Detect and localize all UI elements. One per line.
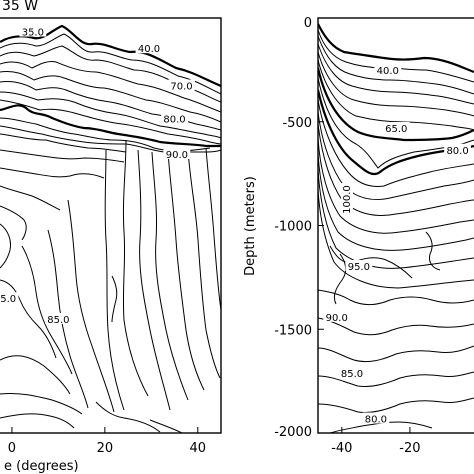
left-x-axis: 0 20 40 — [8, 427, 206, 456]
right-y-tick-label: 0 — [304, 16, 312, 31]
right-panel: 40.0 65.0 80.0 100.0 95.0 90.0 85.0 80.0 -40 -20… — [243, 16, 474, 456]
right-contour-lines — [318, 23, 474, 433]
right-contour-label-bg — [340, 183, 353, 217]
right-contour-label: 90.0 — [326, 313, 348, 324]
left-contour-label: 90.0 — [166, 150, 188, 161]
right-contour-label: 80.0 — [446, 146, 468, 157]
right-contour-label: 40.0 — [377, 66, 399, 77]
right-y-tick-label: -1000 — [274, 220, 312, 235]
left-x-tick-label: 20 — [97, 441, 114, 456]
right-contour-label-bg — [362, 412, 390, 424]
left-contour-label: 80.0 — [163, 115, 185, 126]
left-contour-label-bg — [44, 312, 72, 324]
right-contour-label-bg — [345, 260, 373, 271]
right-y-tick-label: -500 — [282, 116, 312, 131]
left-contour-label: 35.0 — [22, 28, 44, 39]
left-x-axis-label: e (degrees) — [4, 459, 79, 474]
right-contour-label-bg — [323, 310, 351, 322]
left-contour-label: 85.0 — [0, 294, 16, 305]
left-contour-lines — [0, 24, 221, 433]
right-x-axis: -40 -20 — [331, 427, 421, 456]
right-y-axis: 0 -500 -1000 -1500 -2000 — [274, 16, 324, 440]
right-contour-label-bg — [382, 122, 410, 134]
left-panel: 35 W — [0, 0, 222, 474]
left-contour-label: 85.0 — [47, 315, 69, 326]
right-contour-label: 85.0 — [341, 369, 363, 380]
left-x-tick-label: 0 — [8, 441, 16, 456]
right-contour-label: 80.0 — [365, 415, 387, 426]
left-contour-label-bg — [0, 292, 19, 304]
left-contour-label-bg — [19, 25, 47, 37]
left-contour-label: 40.0 — [138, 44, 160, 55]
right-contour-label-bg — [444, 143, 471, 155]
right-contour-label-bg — [338, 366, 366, 378]
left-contour-label-bg — [161, 112, 188, 124]
left-x-tick-label: 40 — [189, 441, 206, 456]
left-contour-label-bg — [135, 42, 163, 54]
right-x-tick-label: -20 — [399, 441, 420, 456]
left-contour-label-bg — [168, 79, 195, 91]
left-plot-frame — [0, 17, 222, 434]
left-panel-title: 35 W — [2, 0, 38, 14]
left-contour-label-layer: 35.0 40.0 70.0 80.0 90.0 85.0 85.0 — [0, 25, 195, 326]
right-contour-label: 65.0 — [385, 124, 407, 135]
left-contour-label: 70.0 — [170, 81, 192, 92]
right-y-tick-label: -1500 — [274, 323, 312, 338]
right-y-tick-label: -2000 — [274, 425, 312, 440]
right-contour-label: 100.0 — [342, 185, 353, 214]
right-x-tick-label: -40 — [331, 441, 352, 456]
right-contour-label-bg — [374, 63, 402, 75]
right-y-axis-label: Depth (meters) — [243, 176, 258, 276]
left-contour-label-bg — [163, 147, 191, 159]
right-contour-label-layer: 40.0 65.0 80.0 100.0 95.0 90.0 85.0 80.0 — [323, 63, 471, 426]
right-contour-label: 95.0 — [348, 262, 370, 273]
